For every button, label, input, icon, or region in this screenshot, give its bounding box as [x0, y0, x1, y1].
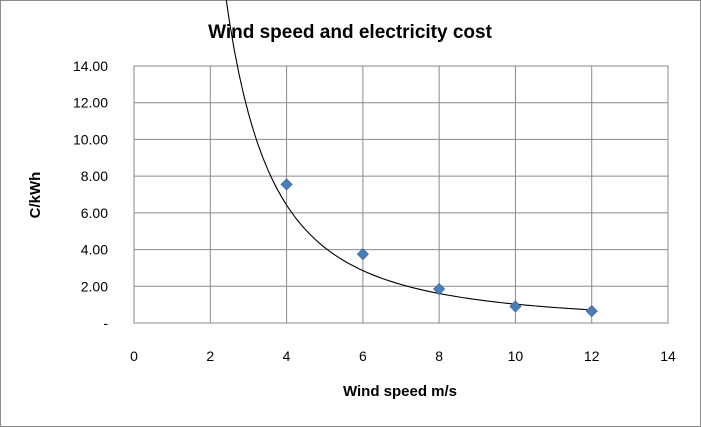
data-points	[280, 178, 598, 318]
data-point	[280, 178, 293, 191]
y-tick-label: 4.00	[81, 242, 108, 258]
y-tick-label: 2.00	[81, 278, 108, 294]
y-tick-label: 6.00	[81, 205, 108, 221]
data-point	[585, 305, 598, 318]
x-tick-label: 8	[435, 348, 443, 364]
y-axis-title: C/kWh	[27, 172, 44, 219]
chart-title: Wind speed and electricity cost	[208, 22, 493, 43]
x-axis-ticks: 0 2 4 6 8 10 12 14	[130, 348, 676, 364]
x-axis-title: Wind speed m/s	[343, 383, 457, 400]
x-tick-label: 10	[508, 348, 524, 364]
y-tick-label: 10.00	[73, 131, 108, 147]
x-tick-label: 12	[584, 348, 600, 364]
y-tick-label: -	[103, 315, 108, 331]
data-point	[433, 282, 446, 296]
x-tick-label: 6	[359, 348, 367, 364]
x-tick-label: 0	[130, 348, 138, 364]
plot-area	[133, 65, 669, 324]
y-tick-label: 8.00	[81, 168, 108, 184]
x-tick-label: 4	[283, 348, 291, 364]
x-tick-label: 14	[660, 348, 676, 364]
data-point	[509, 300, 522, 313]
y-tick-label: 14.00	[73, 58, 108, 74]
x-tick-label: 2	[206, 348, 214, 364]
y-axis-ticks: - 2.00 4.00 6.00 8.00 10.00 12.00 14.00	[73, 58, 108, 331]
y-tick-label: 12.00	[73, 95, 108, 111]
trendline	[225, 0, 592, 311]
data-point	[356, 248, 369, 261]
